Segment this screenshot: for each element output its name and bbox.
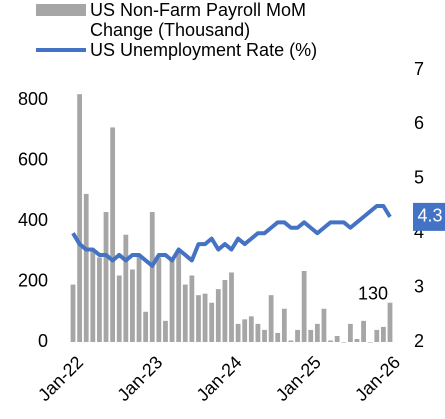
bar (156, 257, 162, 342)
y-tick-label: 400 (18, 210, 48, 230)
y-tick-label: 0 (38, 331, 48, 351)
y2-tick-label: 5 (414, 168, 424, 188)
bar (235, 323, 241, 342)
bar (295, 329, 300, 342)
x-tick-label: Jan-26 (351, 352, 404, 405)
bar (354, 338, 360, 342)
data-label: 4.3 (417, 206, 442, 226)
bar (268, 295, 274, 342)
bar (334, 335, 340, 342)
legend-swatch-bar (36, 4, 86, 16)
bar (328, 340, 333, 342)
bar (169, 257, 175, 342)
data-label-box (413, 202, 445, 231)
bar (163, 320, 168, 342)
bar (116, 275, 122, 342)
x-tick-label: Jan-22 (34, 352, 87, 405)
bar (103, 212, 109, 342)
line (71, 204, 392, 268)
bar (189, 275, 195, 342)
bar (341, 342, 347, 343)
bar (176, 251, 182, 342)
bar (367, 342, 373, 343)
bar (361, 320, 366, 342)
legend-item: US Unemployment Rate (%) (36, 40, 336, 60)
x-tick-label: Jan-24 (193, 352, 246, 405)
y2-tick-label: 2 (414, 331, 424, 351)
bar (143, 311, 149, 342)
bar (83, 193, 89, 342)
legend-swatch (36, 48, 86, 52)
bar (77, 94, 83, 342)
bar (387, 302, 393, 342)
bar (97, 257, 102, 342)
x-tick-label: Jan-23 (113, 352, 166, 405)
legend-swatch (36, 4, 86, 16)
x-tick-label: Jan-25 (272, 352, 325, 405)
bar (90, 251, 96, 342)
legend: US Non-Farm Payroll MoM Change (Thousand… (36, 0, 336, 60)
bar (215, 289, 221, 342)
bar (209, 302, 215, 342)
y2-tick-label: 7 (414, 59, 424, 79)
bar (301, 270, 307, 342)
bar (262, 329, 267, 342)
bar (380, 326, 386, 342)
legend-item: US Non-Farm Payroll MoM Change (Thousand… (36, 0, 336, 40)
bar (374, 329, 380, 342)
y2-tick-label: 4 (414, 222, 424, 242)
legend-label: US Unemployment Rate (%) (90, 40, 318, 60)
bar (255, 323, 261, 342)
bar (149, 212, 155, 342)
bar (242, 319, 248, 342)
bar (281, 308, 287, 342)
bar (314, 323, 320, 342)
bar (308, 329, 314, 342)
legend-label: US Non-Farm Payroll MoM Change (Thousand… (90, 0, 307, 40)
bar (123, 234, 129, 342)
bar (136, 254, 142, 342)
y2-tick-label: 3 (414, 276, 424, 296)
y2-tick-label: 6 (414, 113, 424, 133)
y-tick-label: 800 (18, 89, 48, 109)
bar (222, 280, 228, 342)
bar (275, 332, 281, 342)
bar (321, 308, 327, 342)
bar (196, 295, 201, 342)
y-tick-label: 200 (18, 270, 48, 290)
bar (347, 323, 353, 342)
bar (70, 284, 76, 342)
bar (130, 269, 135, 342)
y-tick-label: 600 (18, 149, 48, 169)
data-label: 130 (358, 283, 388, 303)
bar (110, 127, 116, 342)
bar (202, 293, 208, 342)
bar (182, 284, 188, 342)
bar (229, 272, 234, 342)
bar (288, 340, 294, 342)
bar (248, 316, 254, 342)
